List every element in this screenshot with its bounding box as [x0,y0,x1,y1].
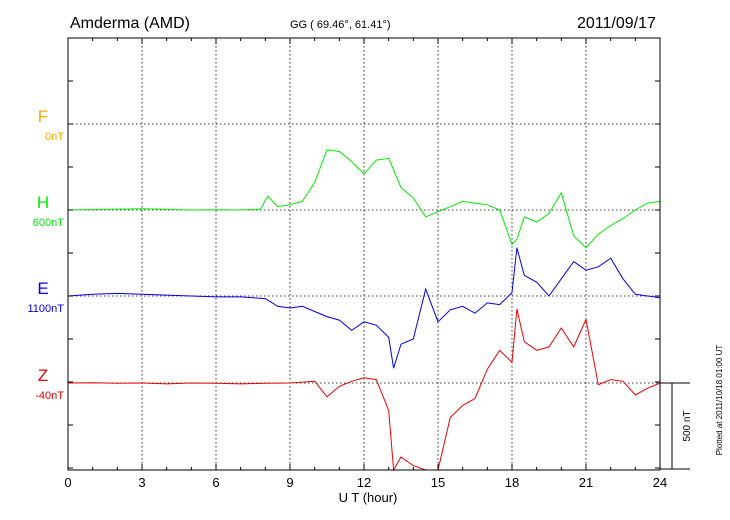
series-h-name: H [37,193,49,212]
x-axis-label: U T (hour) [339,490,398,505]
series-f-name: F [38,107,48,126]
x-tick-label: 18 [505,475,519,490]
station-title: Amderma (AMD) [70,15,190,32]
x-tick-label: 24 [653,475,667,490]
x-tick-label: 12 [357,475,371,490]
grid [68,38,660,470]
x-tick-label: 15 [431,475,445,490]
series-labels: F 0nT H 600nT E 1100nT Z -40nT [28,107,65,402]
series-e-name: E [37,279,48,298]
series-z-baseline: -40nT [35,390,64,402]
x-tick-label: 6 [212,475,219,490]
plotted-note: Plotted at 2011/10/18 01:00 UT [715,345,724,456]
scale-bar-label: 500 nT [682,410,693,441]
series-e-line [67,247,661,369]
scale-bar: 500 nT [660,382,693,470]
series-h-line [67,149,661,249]
series-f-baseline: 0nT [45,131,64,143]
x-axis: 0 3 6 9 12 15 18 21 24 [64,37,667,490]
x-tick-label: 9 [286,475,293,490]
series-e-baseline: 1100nT [28,303,65,315]
date-label: 2011/09/17 [577,15,656,32]
coordinates-label: GG ( 69.46°, 61.41°) [290,19,391,31]
series-z-name: Z [38,366,48,385]
series-h-baseline: 600nT [33,217,64,229]
x-tick-label: 0 [64,475,71,490]
series-z-line [67,308,661,472]
x-tick-label: 21 [579,475,593,490]
series-layer [67,149,661,472]
x-tick-label: 3 [138,475,145,490]
